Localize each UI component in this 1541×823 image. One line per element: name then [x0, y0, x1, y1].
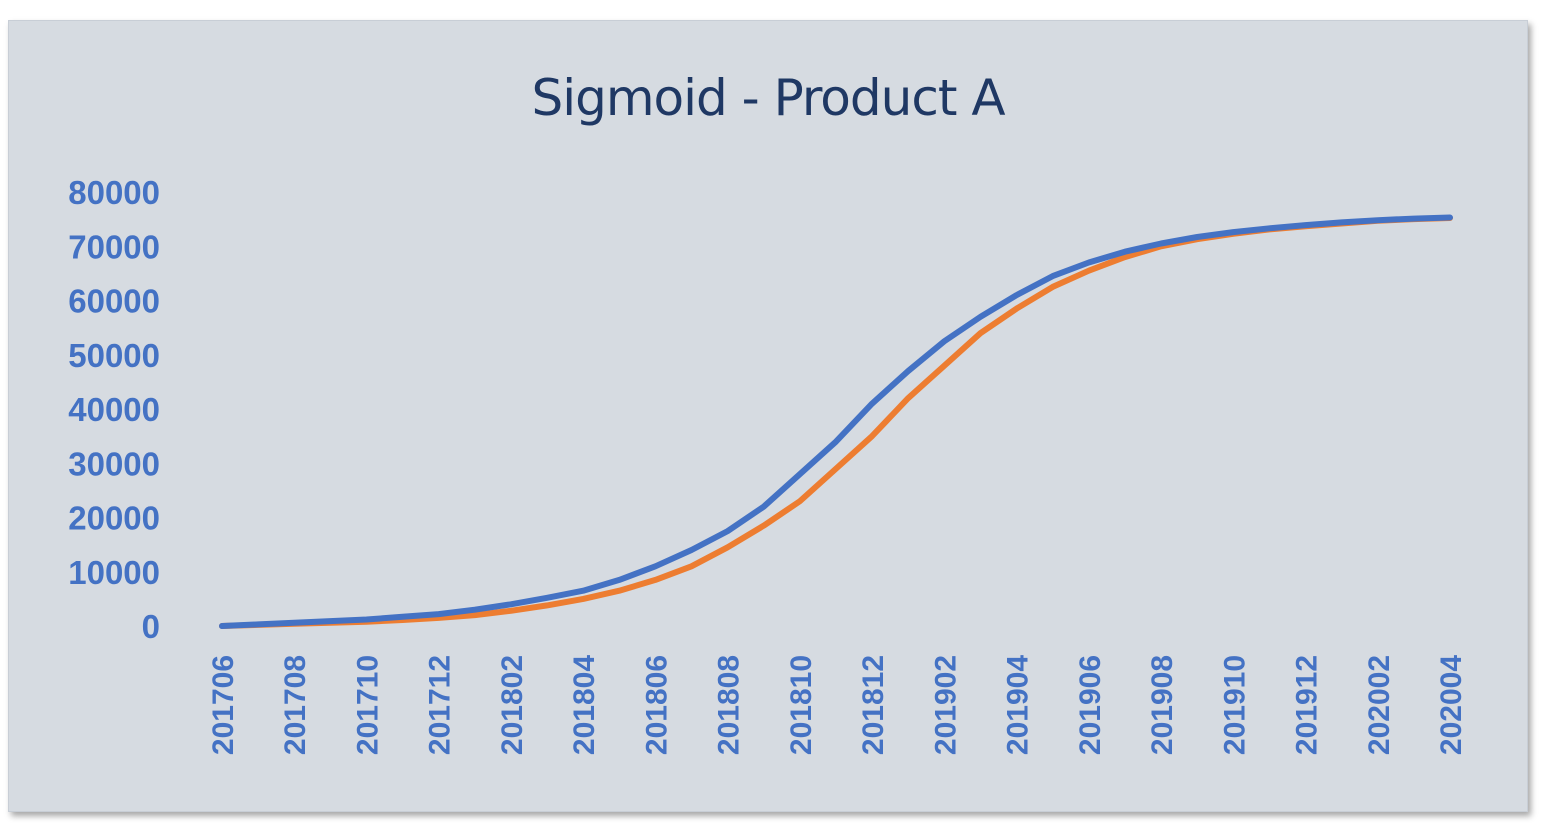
y-tick-label: 20000: [68, 500, 160, 537]
x-tick-label: 201904: [1002, 655, 1035, 755]
x-tick-label: 201808: [713, 655, 746, 755]
chart-title: Sigmoid - Product A: [531, 69, 1005, 127]
x-tick-label: 201812: [857, 655, 890, 755]
x-tick-label: 201908: [1146, 655, 1179, 755]
x-tick-label: 201710: [351, 655, 384, 755]
x-tick-label: 201802: [496, 655, 529, 755]
x-axis-ticks: 201706 201708 201710 201712 201802 201804 2018…: [207, 655, 1468, 755]
x-tick-label: 202004: [1435, 655, 1468, 755]
x-tick-label: 201706: [207, 655, 240, 755]
y-tick-label: 40000: [68, 391, 160, 428]
x-tick-label: 201810: [785, 655, 818, 755]
x-tick-label: 202002: [1363, 655, 1396, 755]
x-tick-label: 201902: [929, 655, 962, 755]
y-tick-label: 50000: [68, 337, 160, 374]
series-line-1: [219, 215, 1453, 629]
series-line-0: [219, 214, 1453, 629]
series-lines: [219, 214, 1453, 629]
chart-area: Sigmoid - Product A: [8, 20, 1528, 812]
x-tick-label: 201906: [1074, 655, 1107, 755]
y-tick-label: 10000: [68, 554, 160, 591]
y-tick-label: 80000: [68, 174, 160, 211]
y-axis-ticks: 0 10000 20000 30000 40000 50000 60000 70000 8000…: [68, 174, 160, 645]
x-tick-label: 201708: [279, 655, 312, 755]
x-tick-label: 201806: [640, 655, 673, 755]
x-tick-label: 201912: [1291, 655, 1324, 755]
x-tick-label: 201910: [1218, 655, 1251, 755]
x-tick-label: 201804: [568, 655, 601, 755]
y-tick-label: 30000: [68, 445, 160, 482]
y-tick-label: 60000: [68, 283, 160, 320]
y-tick-label: 70000: [68, 228, 160, 265]
x-tick-label: 201712: [424, 655, 457, 755]
y-tick-label: 0: [142, 608, 160, 645]
